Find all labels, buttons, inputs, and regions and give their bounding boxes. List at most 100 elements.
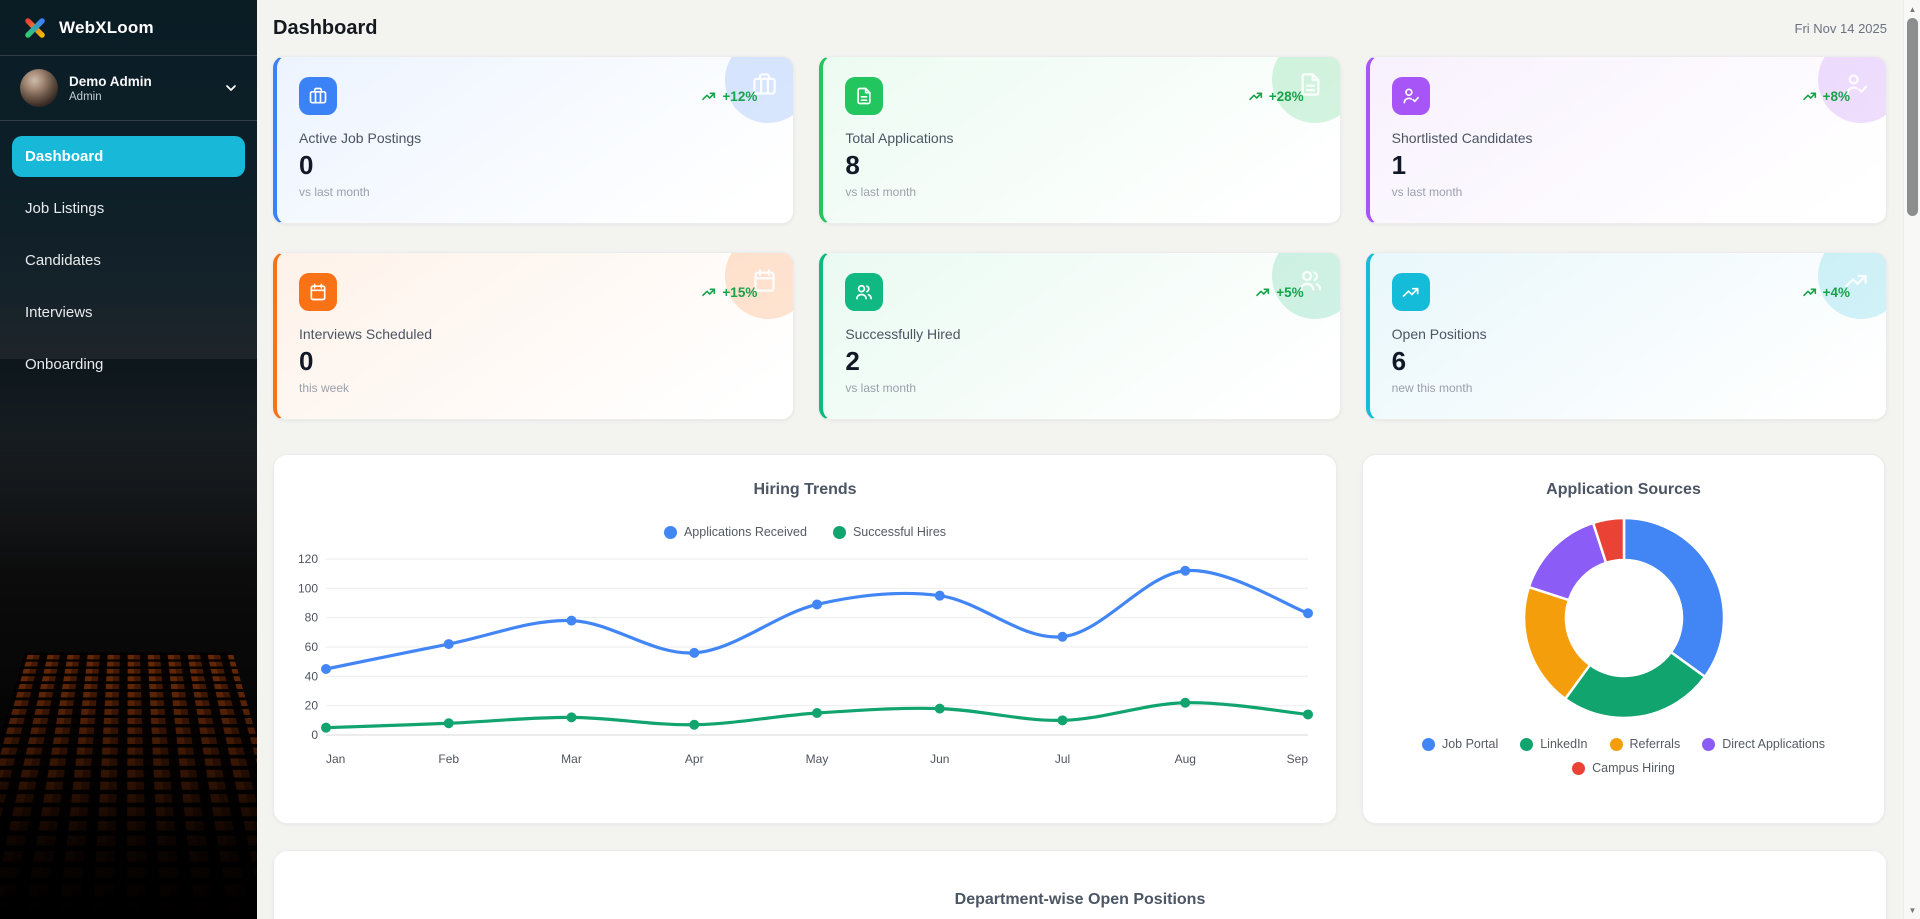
stat-sublabel: this week xyxy=(299,381,350,395)
stat-label: Shortlisted Candidates xyxy=(1391,130,1533,146)
stat-label: Active Job Postings xyxy=(299,130,422,146)
stat-card-successfully-hired: +5% Successfully Hired 2 vs last month xyxy=(819,252,1341,420)
stat-card-open-positions: +4% Open Positions 6 new this month xyxy=(1365,252,1887,420)
legend-label: Campus Hiring xyxy=(1592,761,1675,775)
trend-value: +15% xyxy=(722,284,758,300)
legend-item: Applications Received xyxy=(663,525,807,539)
legend-dot-icon xyxy=(1421,737,1435,751)
legend-dot-icon xyxy=(1609,737,1623,751)
stat-card-shortlisted-candidates: +8% Shortlisted Candidates 1 vs last mon… xyxy=(1365,56,1887,224)
trend-value: +8% xyxy=(1822,88,1850,104)
hiring-trends-panel: Hiring Trends Applications Received Succe… xyxy=(273,454,1337,824)
chart-title: Application Sources xyxy=(1546,481,1701,498)
donut-chart-legend: Job Portal LinkedIn Referrals Direct Applic… xyxy=(1389,737,1859,775)
profile-role: Admin xyxy=(69,90,102,103)
svg-text:Mar: Mar xyxy=(561,752,582,766)
stat-card-interviews-scheduled: +15% Interviews Scheduled 0 this week xyxy=(273,252,795,420)
legend-label: Successful Hires xyxy=(852,525,947,539)
legend-item: Campus Hiring xyxy=(1572,761,1675,775)
briefcase-icon xyxy=(299,77,337,115)
stat-value: 0 xyxy=(299,346,314,376)
legend-item: LinkedIn xyxy=(1520,737,1588,751)
building-photo xyxy=(0,359,257,919)
sidebar-item-job-listings[interactable]: Job Listings xyxy=(25,200,105,217)
current-date: Fri Nov 14 2025 xyxy=(1794,20,1888,36)
sidebar-item-onboarding[interactable]: Onboarding xyxy=(25,356,104,373)
avatar xyxy=(20,69,58,107)
stat-sublabel: new this month xyxy=(1391,381,1473,395)
trending-up-icon xyxy=(701,88,717,104)
trend-badge: +5% xyxy=(1255,284,1304,300)
trending-up-icon xyxy=(1248,88,1264,104)
users-icon xyxy=(845,273,884,311)
trending-up-icon xyxy=(701,284,717,300)
legend-item: Direct Applications xyxy=(1702,737,1825,751)
vertical-scrollbar: ▲ ▼ xyxy=(1903,0,1920,919)
legend-item: Successful Hires xyxy=(832,525,947,539)
legend-dot-icon xyxy=(1702,737,1716,751)
svg-text:120: 120 xyxy=(298,552,318,566)
sidebar-item-candidates[interactable]: Candidates xyxy=(25,252,101,269)
application-sources-panel: Application Sources Job Portal LinkedIn Re… xyxy=(1362,454,1885,824)
stat-value: 0 xyxy=(299,150,314,180)
legend-dot-icon xyxy=(832,525,846,539)
svg-text:0: 0 xyxy=(311,728,318,742)
stat-label: Interviews Scheduled xyxy=(299,326,433,342)
legend-item: Job Portal xyxy=(1421,737,1498,751)
trending-up-icon xyxy=(1802,284,1818,300)
chevron-down-icon xyxy=(223,80,239,96)
scrollbar-thumb[interactable] xyxy=(1907,18,1918,216)
stat-value: 1 xyxy=(1391,150,1407,180)
svg-text:Feb: Feb xyxy=(438,752,459,766)
stat-card-total-applications: +28% Total Applications 8 vs last month xyxy=(819,56,1341,224)
stats-grid: +12% Active Job Postings 0 vs last month… xyxy=(273,56,1887,420)
legend-dot-icon xyxy=(663,525,677,539)
trend-value: +5% xyxy=(1276,284,1304,300)
svg-text:Aug: Aug xyxy=(1175,752,1196,766)
trend-badge: +12% xyxy=(701,88,757,104)
stat-sublabel: vs last month xyxy=(1391,185,1463,199)
trend-badge: +8% xyxy=(1802,88,1850,104)
page-title: Dashboard xyxy=(273,16,378,39)
stat-label: Open Positions xyxy=(1391,326,1487,342)
charts-row: Hiring Trends Applications Received Succe… xyxy=(273,454,1887,824)
trend-badge: +15% xyxy=(701,284,757,300)
stat-label: Total Applications xyxy=(845,130,954,146)
legend-label: Applications Received xyxy=(683,525,807,539)
stat-label: Successfully Hired xyxy=(845,326,961,342)
svg-text:May: May xyxy=(806,752,829,766)
file-text-icon xyxy=(1271,57,1340,123)
user-check-icon xyxy=(1391,77,1430,115)
svg-text:Jul: Jul xyxy=(1055,752,1070,766)
legend-dot-icon xyxy=(1520,737,1534,751)
trend-value: +28% xyxy=(1268,88,1304,104)
scroll-up-arrow-icon[interactable]: ▲ xyxy=(1908,4,1917,14)
sidebar-item-dashboard[interactable]: Dashboard xyxy=(12,136,245,177)
file-text-icon xyxy=(845,77,884,115)
svg-text:100: 100 xyxy=(298,581,318,595)
legend-item: Referrals xyxy=(1609,737,1681,751)
svg-text:Apr: Apr xyxy=(685,752,704,766)
svg-text:Jun: Jun xyxy=(930,752,949,766)
brand-name: WebXLoom xyxy=(59,17,154,37)
profile-menu[interactable]: Demo Admin Admin xyxy=(0,56,257,121)
trending-up-icon xyxy=(1802,88,1818,104)
page-header: Dashboard Fri Nov 14 2025 xyxy=(273,0,1887,56)
legend-label: LinkedIn xyxy=(1540,737,1588,751)
department-positions-panel: Department-wise Open Positions xyxy=(273,850,1887,919)
trending-up-icon xyxy=(1255,284,1271,300)
webxloom-logo-icon xyxy=(22,15,48,41)
sidebar: WebXLoom Demo Admin Admin Dashboard Job … xyxy=(0,0,257,919)
stat-value: 6 xyxy=(1391,346,1407,376)
trending-up-icon xyxy=(1391,273,1430,311)
calendar-icon xyxy=(299,273,337,311)
legend-label: Referrals xyxy=(1629,737,1681,751)
trend-value: +4% xyxy=(1822,284,1850,300)
line-chart-legend: Applications Received Successful Hires xyxy=(274,525,1336,539)
svg-text:60: 60 xyxy=(305,640,319,654)
stat-value: 8 xyxy=(845,150,860,180)
scroll-down-arrow-icon[interactable]: ▼ xyxy=(1908,905,1917,915)
trend-badge: +28% xyxy=(1248,88,1304,104)
sidebar-item-interviews[interactable]: Interviews xyxy=(25,304,93,321)
svg-text:20: 20 xyxy=(305,699,319,713)
